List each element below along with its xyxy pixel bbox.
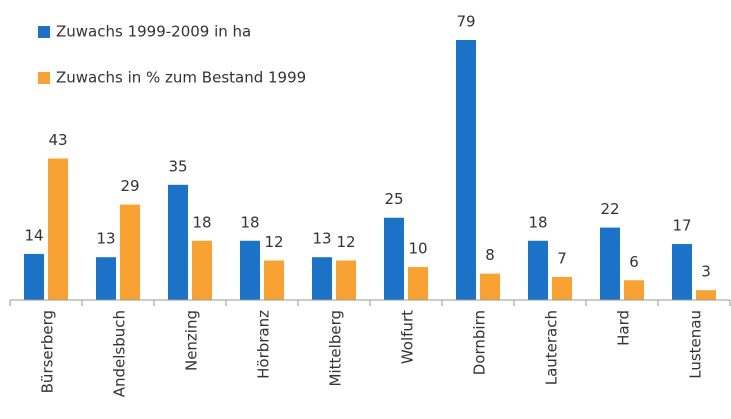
x-tick-label: Hörbranz — [255, 310, 273, 379]
bar — [672, 244, 692, 300]
legend-label: Zuwachs in % zum Bestand 1999 — [56, 69, 306, 87]
x-tick-label: Hard — [615, 310, 633, 346]
x-tick-label: Bürserberg — [39, 310, 57, 393]
legend-label: Zuwachs 1999-2009 in ha — [56, 23, 251, 41]
bar — [168, 184, 188, 300]
bar — [96, 257, 116, 300]
x-tick-label: Wolfurt — [399, 310, 417, 364]
data-label: 6 — [629, 253, 639, 271]
bar — [600, 227, 620, 300]
data-label: 10 — [408, 240, 427, 258]
data-label: 12 — [336, 233, 355, 251]
bar — [408, 267, 428, 300]
legend-swatch — [38, 26, 50, 38]
x-tick-label: Lauterach — [543, 310, 561, 385]
data-label: 13 — [96, 230, 115, 248]
bar — [192, 240, 212, 300]
bar — [456, 40, 476, 300]
data-label: 22 — [600, 200, 619, 218]
bar — [696, 290, 716, 300]
data-label: 18 — [192, 213, 211, 231]
x-tick-label: Nenzing — [183, 310, 201, 371]
data-label: 13 — [312, 230, 331, 248]
data-label: 12 — [264, 233, 283, 251]
bar — [552, 276, 572, 300]
bar — [384, 217, 404, 300]
bar — [240, 240, 260, 300]
bar — [48, 158, 68, 300]
bar — [528, 240, 548, 300]
data-label: 8 — [485, 246, 495, 264]
data-label: 25 — [384, 190, 403, 208]
bar — [624, 280, 644, 300]
bar — [24, 253, 44, 300]
x-tick-label: Dornbirn — [471, 310, 489, 375]
data-label: 43 — [48, 131, 67, 149]
bar — [120, 204, 140, 300]
data-label: 7 — [557, 249, 567, 267]
bar — [312, 257, 332, 300]
bar — [336, 260, 356, 300]
x-tick-label: Lustenau — [687, 310, 705, 379]
data-label: 18 — [528, 213, 547, 231]
data-label: 79 — [456, 13, 475, 31]
legend-swatch — [38, 72, 50, 84]
data-label: 17 — [672, 217, 691, 235]
bar — [480, 273, 500, 300]
data-label: 35 — [168, 157, 187, 175]
data-label: 18 — [240, 213, 259, 231]
data-label: 3 — [701, 263, 711, 281]
data-label: 29 — [120, 177, 139, 195]
bar — [264, 260, 284, 300]
x-tick-label: Mittelberg — [327, 310, 345, 386]
data-label: 14 — [24, 226, 43, 244]
x-tick-label: Andelsbuch — [111, 310, 129, 397]
